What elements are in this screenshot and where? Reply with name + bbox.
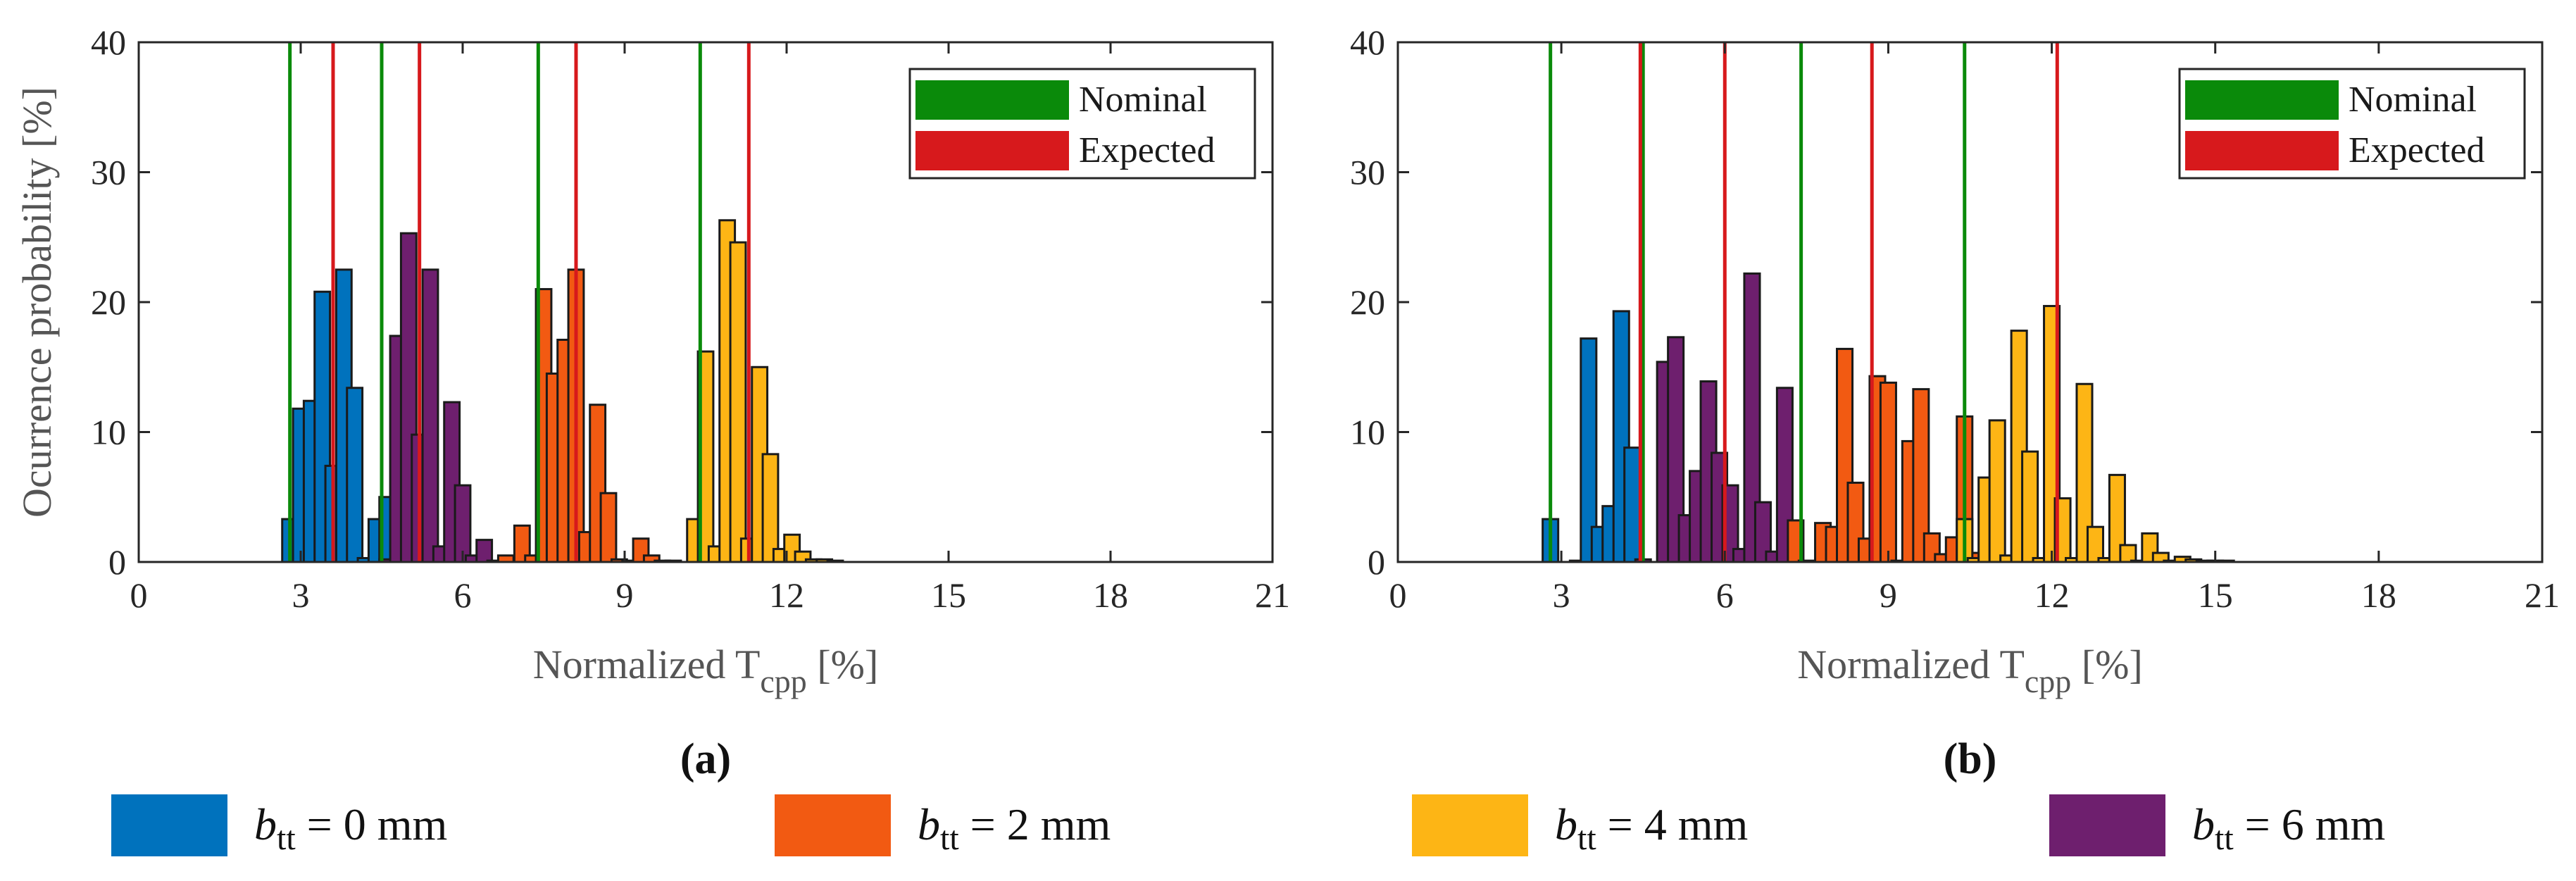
- legend-swatch-b4: [1412, 794, 1528, 856]
- legend-label-nominal: Nominal: [1079, 80, 1207, 120]
- y-tick-label: 20: [1350, 282, 1385, 322]
- x-axis-label: Normalized Tcpp [%]: [533, 642, 879, 699]
- bar-b2: [1879, 381, 1897, 563]
- y-tick-label: 10: [91, 413, 126, 452]
- x-tick-label: 18: [1093, 575, 1128, 615]
- x-tick-label: 15: [2198, 575, 2233, 615]
- y-tick-label: 20: [91, 282, 126, 322]
- legend-swatch-expected: [2185, 131, 2339, 170]
- legend-swatch-b0: [111, 794, 227, 856]
- bar-b4: [2119, 544, 2137, 563]
- x-tick-label: 18: [2361, 575, 2396, 615]
- legend-label-b0: btt = 0 mm: [254, 799, 447, 857]
- bar-b6: [475, 539, 494, 563]
- y-tick-label: 40: [1350, 23, 1385, 62]
- y-tick-label: 0: [108, 542, 126, 582]
- legend-label-nominal: Nominal: [2349, 80, 2477, 120]
- bar-b0: [1623, 446, 1642, 563]
- x-tick-label: 6: [1716, 575, 1734, 615]
- panel-label: (a): [680, 735, 731, 783]
- y-tick-label: 30: [1350, 153, 1385, 192]
- bar-b4: [729, 241, 747, 563]
- bar-b4: [2021, 450, 2039, 563]
- panel-a: 0 3 6 9 12 15 18 21 0 10 20 30 40 Normalized Tcpp [%]…: [14, 23, 1290, 783]
- legend-label-expected: Expected: [1079, 130, 1215, 170]
- legend-label-b4: btt = 4 mm: [1555, 799, 1748, 857]
- x-axis-label: Normalized Tcpp [%]: [1797, 642, 2143, 699]
- x-tick-label: 12: [2034, 575, 2070, 615]
- x-tick-label: 21: [1255, 575, 1290, 615]
- x-tick-label: 3: [1553, 575, 1570, 615]
- legend-swatch-nominal: [915, 80, 1069, 120]
- bar-b4: [761, 453, 780, 563]
- y-tick-label: 40: [91, 23, 126, 62]
- x-tick-label: 9: [1880, 575, 1897, 615]
- y-tick-label: 0: [1368, 542, 1385, 582]
- legend-swatch-expected: [915, 131, 1069, 170]
- x-tick-label: 0: [130, 575, 148, 615]
- legend-label-b6: btt = 6 mm: [2192, 799, 2385, 857]
- bar-b4: [1988, 419, 2006, 563]
- x-tick-label: 21: [2525, 575, 2560, 615]
- x-tick-label: 0: [1389, 575, 1407, 615]
- legend-swatch-nominal: [2185, 80, 2339, 120]
- x-tick-label: 3: [292, 575, 310, 615]
- y-tick-label: 30: [91, 153, 126, 192]
- legend-swatch-b2: [775, 794, 891, 856]
- bar-b2: [599, 492, 618, 563]
- x-tick-label: 15: [931, 575, 966, 615]
- y-axis-label: Ocurrence probability [%]: [14, 87, 60, 518]
- panel-b: 0 3 6 9 12 15 18 21 0 10 20 30 40 Normalized Tcpp [%]…: [1350, 23, 2560, 783]
- x-tick-label: 9: [616, 575, 634, 615]
- bar-b4: [2086, 525, 2104, 563]
- series-legend: btt = 0 mm btt = 2 mm btt = 4 mm btt = 6 mm: [111, 794, 2385, 857]
- legend-label-expected: Expected: [2349, 130, 2484, 170]
- bar-b6: [421, 268, 439, 563]
- panel-label: (b): [1944, 735, 1997, 783]
- x-tick-label: 6: [454, 575, 472, 615]
- y-tick-label: 10: [1350, 413, 1385, 452]
- bar-b6: [454, 484, 472, 563]
- legend-swatch-b6: [2049, 794, 2165, 856]
- x-tick-label: 12: [769, 575, 804, 615]
- bar-b0: [346, 387, 364, 563]
- legend-label-b2: btt = 2 mm: [918, 799, 1111, 857]
